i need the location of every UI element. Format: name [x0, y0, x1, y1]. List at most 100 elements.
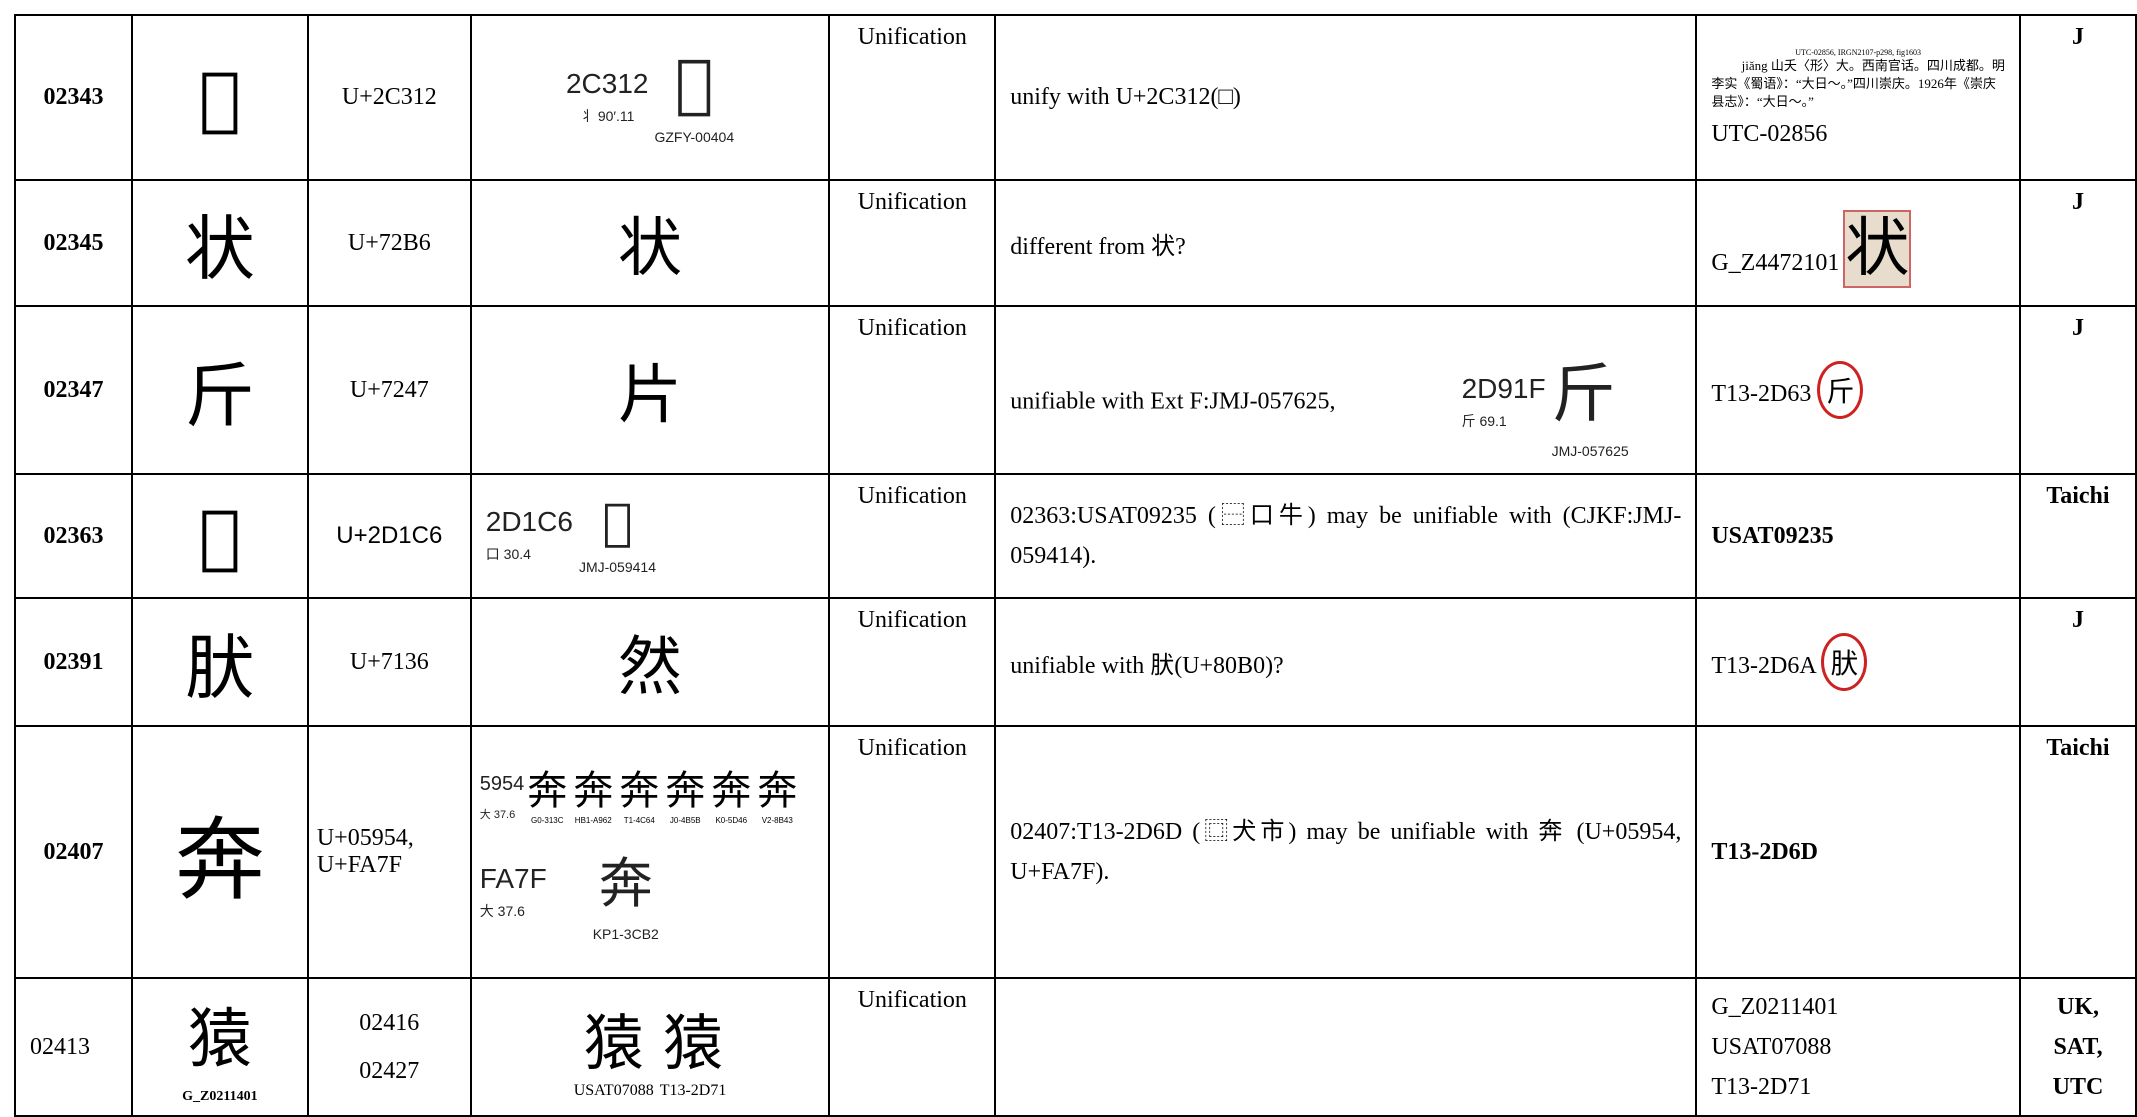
glyph: 奔: [573, 768, 614, 814]
row: 02345 状 U+72B6 状 Unification different f…: [14, 179, 2137, 307]
comment-text: unifiable with Ext F:JMJ-057625,: [1010, 388, 1336, 415]
source-label: G_Z4472101: [1711, 250, 1840, 276]
source-glyph: 状: [1843, 210, 1912, 288]
evidence: 5954 大 37.6 奔 G0-313C 奔 HB1-A962 奔 T1-4C64 奔 J0-4…: [469, 725, 831, 979]
radical: 口 30.4: [485, 546, 531, 562]
radical: 斤 69.1: [1461, 413, 1507, 429]
id: 02343: [14, 14, 133, 181]
glyph-variant: 奔 T1-4C64: [619, 758, 659, 825]
source-entry: 【𬌒】jiǎng 山夭〈形〉大。西南官话。四川成都。明李实《蜀语》：“大日～。”…: [1711, 57, 2005, 109]
glyph-variant: 猿 T13-2D71: [660, 995, 727, 1100]
glyph: 斤: [130, 305, 309, 475]
id: 02391: [14, 597, 133, 727]
glyph-char: 猿: [187, 1002, 252, 1077]
code: U+2C312: [306, 14, 472, 181]
code-line: 02427: [359, 1058, 420, 1084]
source: G_Z0211401 USAT07088 T13-2D71: [1695, 977, 2021, 1117]
source: T13-2D6D: [1695, 725, 2021, 979]
reviewer: J: [2019, 305, 2137, 475]
code: U+05954, U+FA7F: [306, 725, 472, 979]
reviewer: J: [2019, 597, 2137, 727]
glyph: 奔: [665, 768, 706, 814]
code: 02416 02427: [306, 977, 472, 1117]
source: T13-2D63 斤: [1695, 305, 2021, 475]
radical: 大 37.6: [479, 809, 516, 821]
glyph: 奔: [619, 768, 660, 814]
glyph: 奔: [598, 852, 653, 915]
glyph: 猿: [663, 1008, 724, 1079]
evidence: 2C312 丬 90′.11 𬌒 GZFY-00404: [469, 14, 831, 181]
reviewer: UK, SAT, UTC: [2019, 977, 2137, 1117]
glyph: 状: [130, 179, 309, 307]
evidence: 猿 USAT07088 猿 T13-2D71: [469, 977, 831, 1117]
source: V2-8B43: [761, 816, 793, 825]
code: 2D1C6: [485, 506, 573, 537]
reviewer-line: UK,: [2057, 994, 2099, 1020]
id: 02413: [14, 977, 133, 1117]
source-header: UTC-02856, IRGN2107-p298, fig1603: [1795, 47, 1922, 57]
source: G_Z4472101状: [1695, 179, 2021, 307]
source-line: T13-2D71: [1711, 1074, 1812, 1100]
type: Unification: [828, 473, 997, 599]
comment: unify with U+2C312(□): [994, 14, 1698, 181]
type: Unification: [828, 725, 997, 979]
reviewer-line: UTC: [2052, 1074, 2104, 1100]
row: 02363 𭇆 U+2D1C6 2D1C6 口 30.4 𭇆 JMJ-059414 …: [14, 473, 2137, 599]
evidence: 2D1C6 口 30.4 𭇆 JMJ-059414: [469, 473, 831, 599]
glyph: 肰: [130, 597, 309, 727]
code: U+7247: [306, 305, 472, 475]
code: U+72B6: [306, 179, 472, 307]
unification-table: 02343 𬌒 U+2C312 2C312 丬 90′.11 𬌒 GZFY-0040…: [14, 14, 2137, 1117]
row: 02343 𬌒 U+2C312 2C312 丬 90′.11 𬌒 GZFY-0040…: [14, 14, 2137, 181]
evidence: 状: [469, 179, 831, 307]
source: K0-5D46: [715, 816, 748, 825]
glyph: 猿 G_Z0211401: [130, 977, 309, 1117]
type: Unification: [828, 14, 997, 181]
radical: 丬 90′.11: [579, 107, 635, 124]
code: 2C312: [565, 67, 649, 99]
type: Unification: [828, 305, 997, 475]
reviewer: J: [2019, 179, 2137, 307]
id: 02407: [14, 725, 133, 979]
glyph: 奔: [757, 768, 798, 814]
glyph: 𬌒: [130, 14, 309, 181]
code: 5954: [479, 773, 525, 795]
id: 02345: [14, 179, 133, 307]
source-glyph: 肰: [1821, 633, 1868, 691]
source: J0-4B5B: [669, 816, 701, 825]
glyph: 猿: [583, 1008, 644, 1079]
reviewer: Taichi: [2019, 725, 2137, 979]
code: U+2D1C6: [306, 473, 472, 599]
glyph: 奔: [527, 768, 568, 814]
id: 02363: [14, 473, 133, 599]
row: 02413 猿 G_Z0211401 02416 02427 猿 USAT07088 猿…: [14, 977, 2137, 1117]
code-line: 02416: [359, 1010, 420, 1036]
glyph-variant: 奔 V2-8B43: [757, 758, 797, 825]
reviewer: J: [2019, 14, 2137, 181]
type: Unification: [828, 977, 997, 1117]
row: 02407 奔 U+05954, U+FA7F 5954 大 37.6 奔 G0-313…: [14, 725, 2137, 979]
reviewer: Taichi: [2019, 473, 2137, 599]
source: T13-2D6A 肰: [1695, 597, 2021, 727]
id: 02347: [14, 305, 133, 475]
glyph-variant: 猿 USAT07088: [574, 995, 654, 1100]
source: G0-313C: [531, 816, 564, 825]
source: USAT07088: [573, 1081, 654, 1099]
source-glyph: 斤: [1817, 361, 1864, 419]
comment: unifiable with 肰(U+80B0)?: [994, 597, 1698, 727]
glyph: 𭇆: [130, 473, 309, 599]
glyph-label: G_Z0211401: [182, 1088, 258, 1104]
source: GZFY-00404: [654, 128, 735, 145]
glyph-variant: 奔 K0-5D46: [711, 758, 751, 825]
source: USAT09235: [1695, 473, 2021, 599]
type: Unification: [828, 179, 997, 307]
source-line: USAT07088: [1711, 1034, 1832, 1060]
glyph: 斤: [1551, 358, 1616, 432]
radical: 大 37.6: [479, 902, 525, 919]
glyph-variant: 奔 J0-4B5B: [665, 758, 705, 825]
evidence: 然: [469, 597, 831, 727]
comment: different from 状?: [994, 179, 1698, 307]
code: FA7F: [479, 862, 547, 894]
source-line: G_Z0211401: [1711, 994, 1839, 1020]
